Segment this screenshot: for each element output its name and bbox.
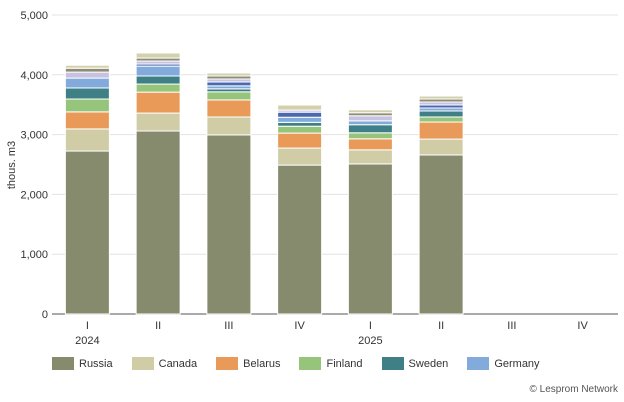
bar-segment-finland[interactable] xyxy=(277,125,323,134)
y-tick-label: 3,000 xyxy=(20,130,48,142)
legend-item-canada[interactable]: Canada xyxy=(131,357,198,370)
bar-segment-russia[interactable] xyxy=(135,130,181,315)
bar-segment-finland[interactable] xyxy=(418,116,464,123)
bar-segment-canada[interactable] xyxy=(347,149,393,165)
legend-item-russia[interactable]: Russia xyxy=(52,357,113,370)
x-tick-label: II xyxy=(438,320,444,332)
legend-item-sweden[interactable]: Sweden xyxy=(381,357,449,370)
bar-segment-other-9[interactable] xyxy=(206,72,252,77)
bar-segment-russia[interactable] xyxy=(206,134,252,315)
bar-segment-canada[interactable] xyxy=(64,128,110,152)
bar-segment-other-9[interactable] xyxy=(135,52,181,59)
bar-segment-sweden[interactable] xyxy=(277,121,323,127)
legend-label: Finland xyxy=(326,357,363,370)
bar-segment-belarus[interactable] xyxy=(347,138,393,151)
x-tick-label: I xyxy=(369,320,372,332)
y-tick-label: 1,000 xyxy=(20,249,48,261)
bar-segment-sweden[interactable] xyxy=(418,110,464,118)
legend-label: Sweden xyxy=(408,357,449,370)
y-tick-label: 4,000 xyxy=(20,70,48,82)
bar-segment-belarus[interactable] xyxy=(277,132,323,149)
legend: Russia Canada Belarus Finland Sweden Germany xyxy=(52,357,559,370)
legend-label: Canada xyxy=(158,357,198,370)
bar-segment-germany[interactable] xyxy=(135,65,181,77)
bar-segment-germany[interactable] xyxy=(347,120,393,126)
legend-item-finland[interactable]: Finland xyxy=(299,357,363,370)
y-axis-label: thous. m3 xyxy=(6,141,18,189)
y-tick-label: 0 xyxy=(42,309,48,321)
x-tick-label: II xyxy=(155,320,161,332)
bar-segment-finland[interactable] xyxy=(64,98,110,113)
legend-label: Belarus xyxy=(243,357,281,370)
y-tick-label: 5,000 xyxy=(20,10,48,22)
bar-segment-other-9[interactable] xyxy=(418,95,464,100)
legend-swatch xyxy=(216,357,239,370)
bar-segment-belarus[interactable] xyxy=(135,91,181,114)
legend-swatch xyxy=(467,357,490,370)
legend-swatch xyxy=(381,357,404,370)
bar-segment-russia[interactable] xyxy=(347,163,393,315)
year-label: 2024 xyxy=(75,335,99,347)
bar-segment-other-8[interactable] xyxy=(64,67,110,73)
x-tick-label: IV xyxy=(577,320,588,332)
bar-segment-belarus[interactable] xyxy=(64,111,110,130)
bar-segment-canada[interactable] xyxy=(418,138,464,156)
bar-segment-germany[interactable] xyxy=(277,116,323,123)
legend-swatch xyxy=(131,357,154,370)
y-tick-label: 2,000 xyxy=(20,189,48,201)
bar-segment-russia[interactable] xyxy=(418,154,464,315)
copyright-credit: © Lesprom Network xyxy=(529,384,618,395)
bar-segment-sweden[interactable] xyxy=(64,87,110,100)
bar-segment-russia[interactable] xyxy=(277,164,323,315)
bar-segment-sweden[interactable] xyxy=(347,124,393,134)
bar-segment-other-6[interactable] xyxy=(206,81,252,87)
legend-swatch xyxy=(52,357,74,370)
bar-segment-finland[interactable] xyxy=(347,132,393,140)
bar-segment-finland[interactable] xyxy=(206,91,252,101)
bar-segment-other-7[interactable] xyxy=(64,71,110,79)
legend-item-belarus[interactable]: Belarus xyxy=(216,357,280,370)
bar-segment-canada[interactable] xyxy=(277,147,323,166)
bars xyxy=(64,52,464,315)
x-tick-label: III xyxy=(224,320,233,332)
x-tick-label: IV xyxy=(294,320,305,332)
bar-segment-other-9[interactable] xyxy=(64,64,110,69)
bar-segment-germany[interactable] xyxy=(64,77,110,89)
legend-item-germany[interactable]: Germany xyxy=(467,357,540,370)
bar-segment-canada[interactable] xyxy=(206,116,252,136)
x-tick-label: III xyxy=(507,320,516,332)
legend-label: Germany xyxy=(494,357,540,370)
bar-segment-russia[interactable] xyxy=(64,150,110,315)
bar-segment-canada[interactable] xyxy=(135,112,181,132)
bar-segment-other-6[interactable] xyxy=(277,111,323,118)
bar-segment-belarus[interactable] xyxy=(206,99,252,118)
bar-segment-other-9[interactable] xyxy=(277,104,323,111)
y-axis-ticks: 0 1,000 2,000 3,000 4,000 5,000 xyxy=(20,10,48,321)
bar-segment-sweden[interactable] xyxy=(135,75,181,85)
bar-segment-belarus[interactable] xyxy=(418,121,464,140)
bar-segment-other-7[interactable] xyxy=(347,115,393,122)
legend-swatch xyxy=(299,357,322,370)
year-label: 2025 xyxy=(358,335,382,347)
x-tick-label: I xyxy=(86,320,89,332)
legend-label: Russia xyxy=(79,357,113,370)
bar-segment-other-9[interactable] xyxy=(347,109,393,114)
bar-segment-finland[interactable] xyxy=(135,83,181,93)
